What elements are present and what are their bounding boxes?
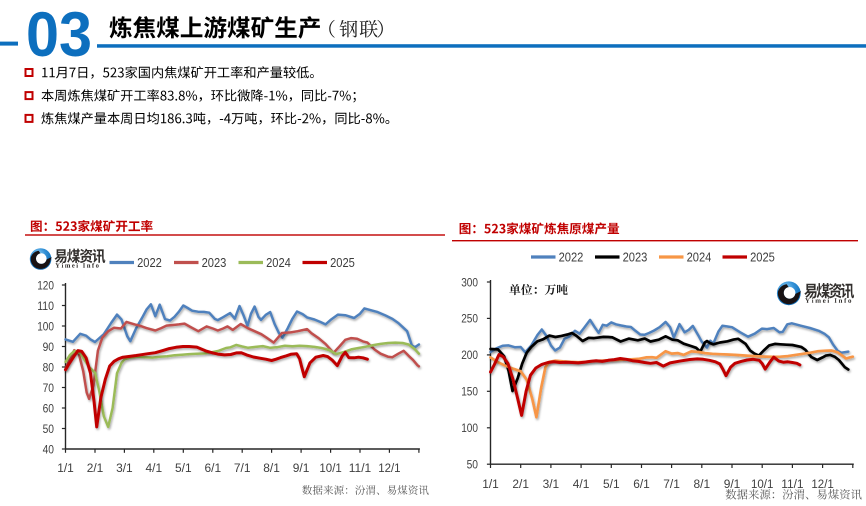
svg-text:8/1: 8/1 (263, 461, 280, 475)
svg-text:12/1: 12/1 (811, 477, 833, 491)
svg-text:200: 200 (461, 348, 478, 362)
svg-text:100: 100 (461, 421, 478, 435)
svg-text:2024: 2024 (266, 256, 291, 270)
svg-text:150: 150 (461, 385, 478, 399)
svg-text:10/1: 10/1 (751, 477, 773, 491)
svg-text:2022: 2022 (559, 251, 584, 265)
svg-text:2022: 2022 (137, 256, 162, 270)
svg-text:2025: 2025 (330, 256, 355, 270)
svg-text:03: 03 (26, 0, 92, 70)
svg-text:9/1: 9/1 (293, 461, 310, 475)
svg-text:2/1: 2/1 (512, 477, 529, 491)
svg-text:8/1: 8/1 (694, 477, 711, 491)
svg-text:4/1: 4/1 (146, 461, 163, 475)
svg-text:7/1: 7/1 (234, 461, 251, 475)
svg-text:11/1: 11/1 (349, 461, 371, 475)
svg-text:5/1: 5/1 (603, 477, 620, 491)
svg-text:9/1: 9/1 (724, 477, 741, 491)
svg-text:11/1: 11/1 (781, 477, 803, 491)
svg-text:2025: 2025 (750, 251, 775, 265)
svg-text:2023: 2023 (202, 256, 227, 270)
svg-text:12/1: 12/1 (378, 461, 400, 475)
svg-text:40: 40 (43, 442, 54, 456)
svg-text:250: 250 (461, 312, 478, 326)
svg-text:90: 90 (43, 340, 54, 354)
svg-text:300: 300 (461, 275, 478, 289)
svg-text:6/1: 6/1 (205, 461, 222, 475)
svg-text:100: 100 (37, 319, 54, 333)
svg-text:3/1: 3/1 (116, 461, 133, 475)
svg-text:60: 60 (43, 401, 54, 415)
svg-text:3/1: 3/1 (543, 477, 560, 491)
svg-text:5/1: 5/1 (175, 461, 192, 475)
svg-text:6/1: 6/1 (633, 477, 650, 491)
svg-text:2023: 2023 (623, 251, 648, 265)
svg-text:110: 110 (37, 299, 54, 313)
svg-text:120: 120 (37, 278, 54, 292)
svg-text:80: 80 (43, 360, 54, 374)
svg-text:70: 70 (43, 381, 54, 395)
svg-text:4/1: 4/1 (573, 477, 590, 491)
svg-text:2/1: 2/1 (87, 461, 104, 475)
svg-text:7/1: 7/1 (663, 477, 680, 491)
svg-text:10/1: 10/1 (319, 461, 341, 475)
svg-text:50: 50 (467, 458, 478, 472)
svg-text:1/1: 1/1 (482, 477, 499, 491)
svg-text:50: 50 (43, 422, 54, 436)
svg-text:1/1: 1/1 (57, 461, 74, 475)
svg-text:2024: 2024 (687, 251, 712, 265)
